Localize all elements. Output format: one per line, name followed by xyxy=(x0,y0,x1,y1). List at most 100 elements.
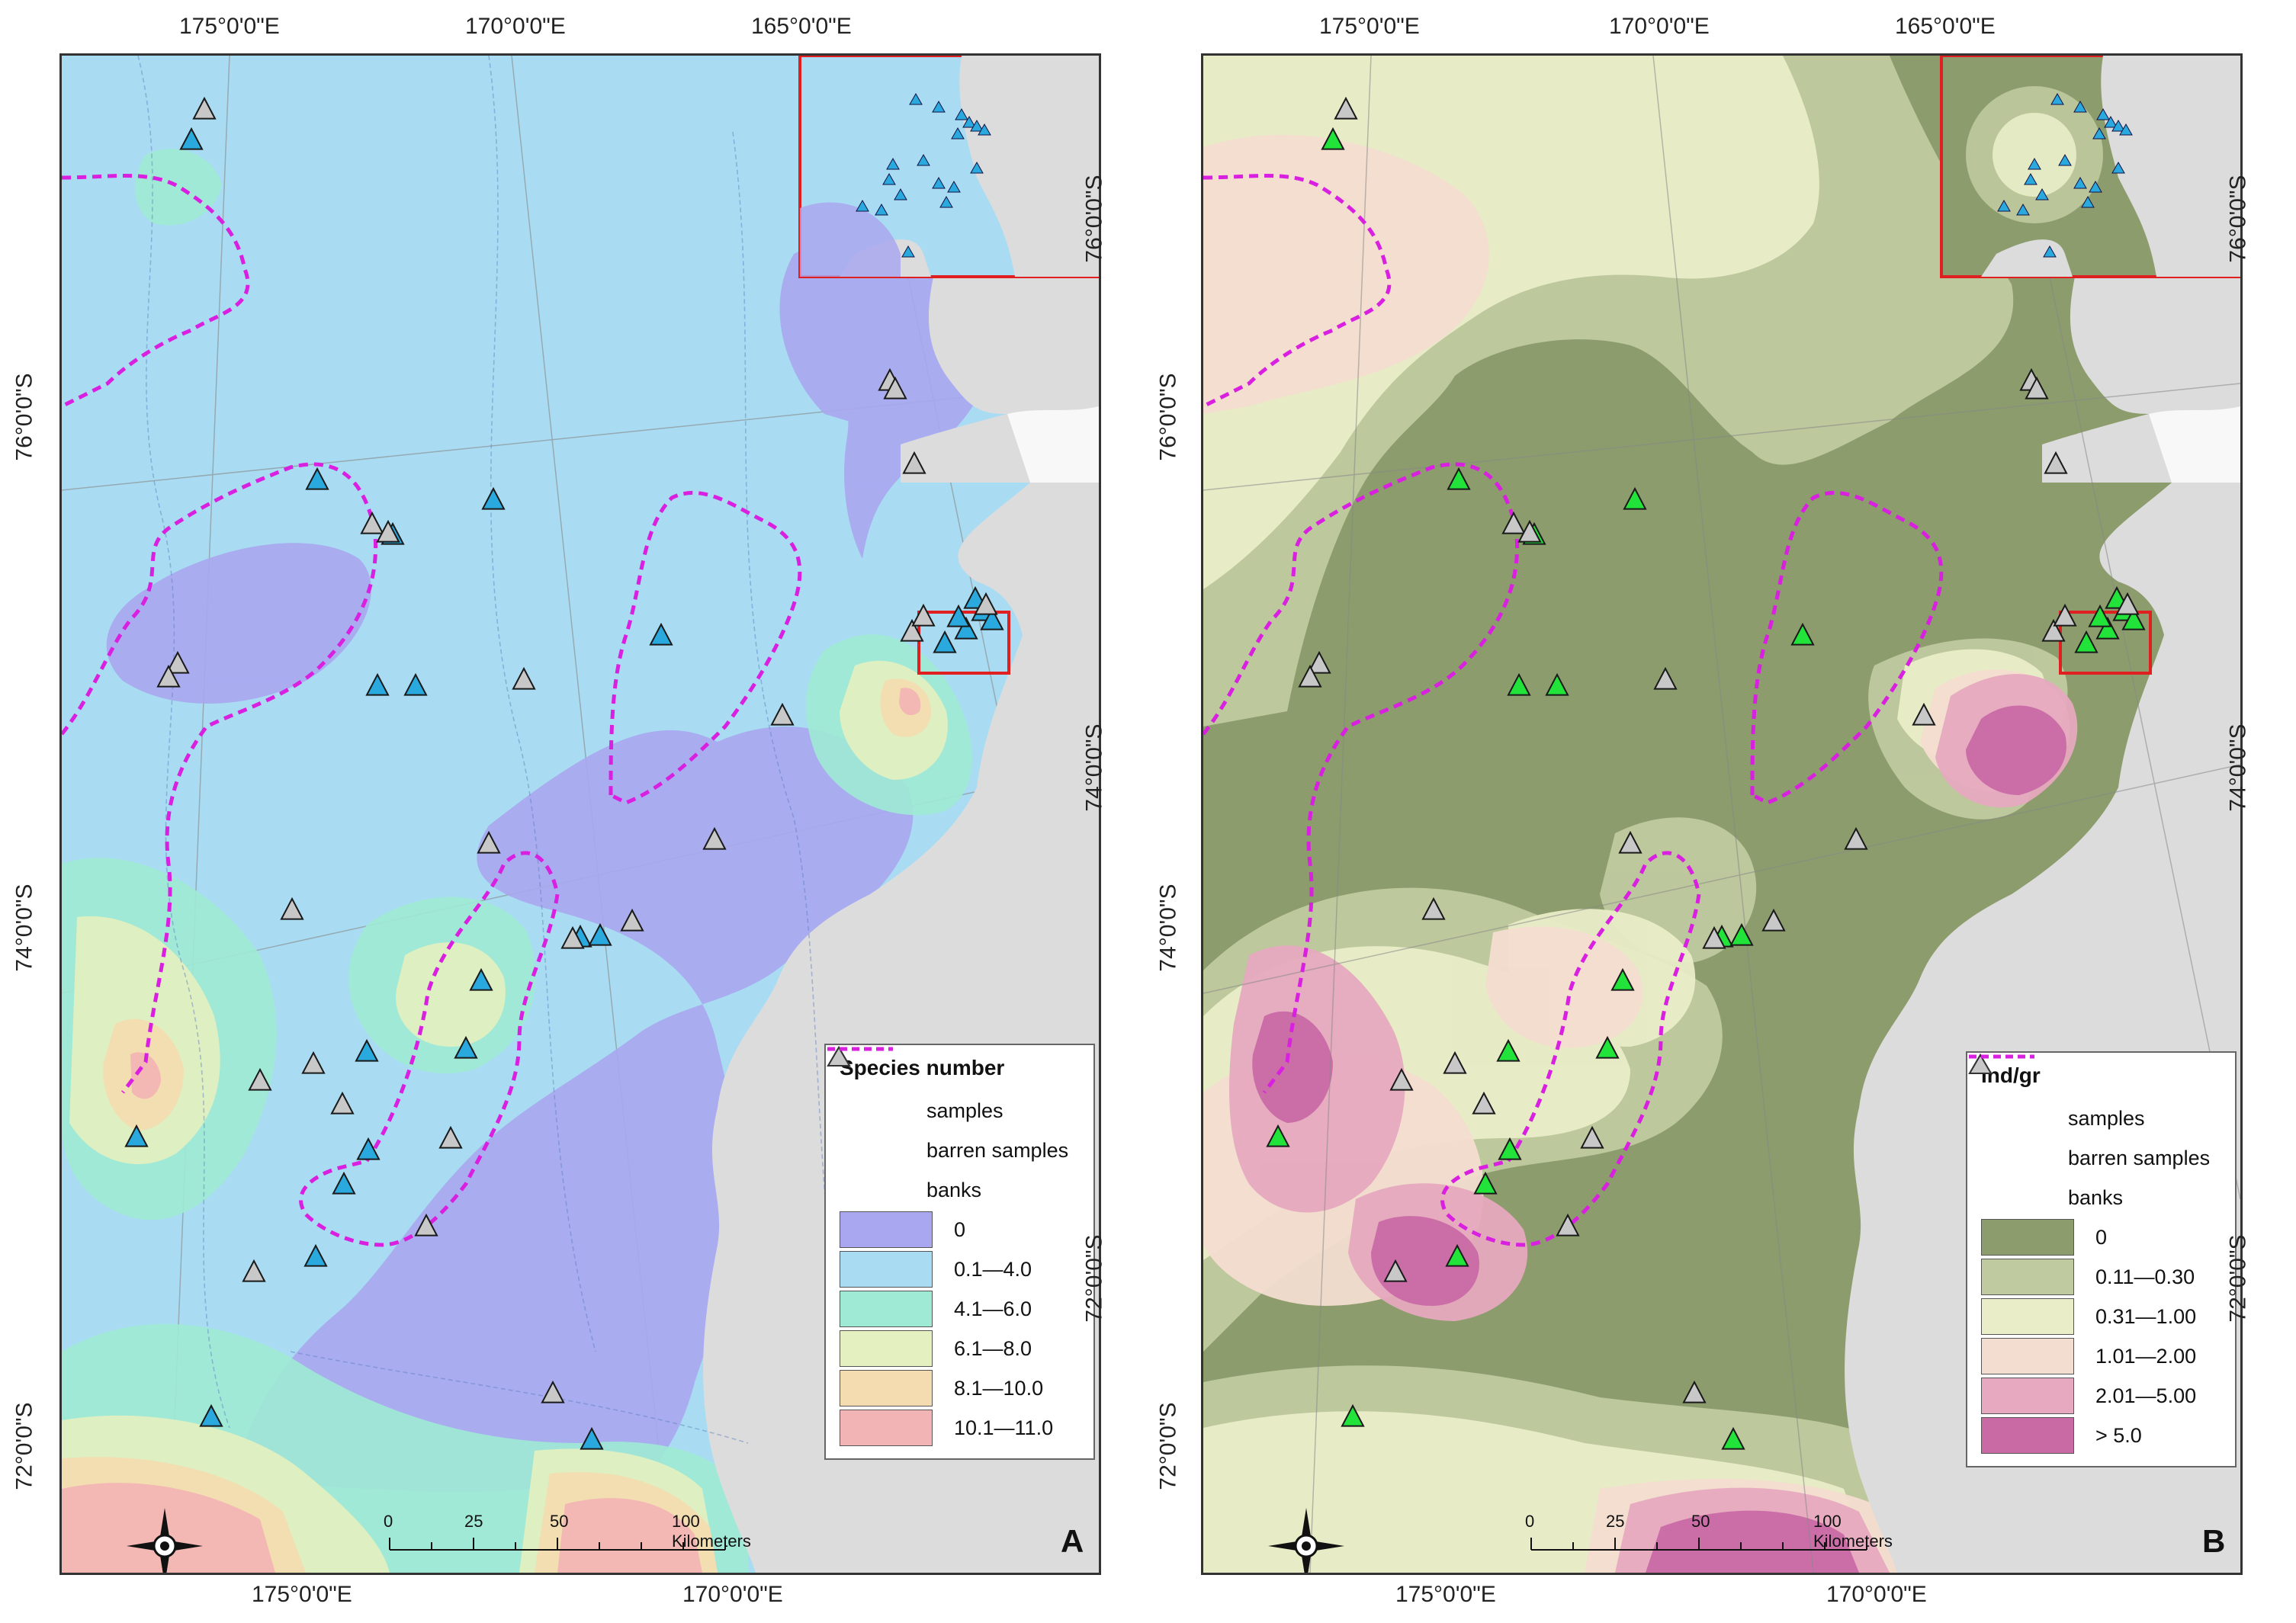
legend-b: Ind/gr samples barren samples banks 0 0.1… xyxy=(1966,1051,2237,1467)
inset-samples xyxy=(856,92,991,258)
lon-label-170-a: 170°0'0"E xyxy=(465,14,566,39)
lat-label-72-right: 72°0'0"S xyxy=(2225,1234,2251,1323)
legend-title: Species number xyxy=(840,1056,1005,1079)
inset-map-a xyxy=(798,56,1099,675)
lon-label-170-b: 170°0'0"E xyxy=(1609,14,1710,39)
legend-a: Species number samples barren samples ba… xyxy=(824,1044,1095,1460)
sample-triangle xyxy=(1729,922,1754,946)
legend-samples-label: samples xyxy=(2068,1106,2145,1130)
sample-triangle xyxy=(1610,967,1635,991)
legend-barren-label: barren samples xyxy=(926,1138,1069,1162)
lat-label-76-midleft: 76°0'0"S xyxy=(1155,373,1181,461)
legend-barren: barren samples xyxy=(827,1046,1080,1170)
sample-triangle xyxy=(179,127,204,150)
sample-triangle xyxy=(355,1038,379,1062)
legend-swatch xyxy=(1981,1259,2074,1295)
barren-triangle xyxy=(702,826,727,850)
barren-triangle xyxy=(911,603,936,627)
sample-triangle xyxy=(980,607,1004,630)
legend-class-label: 0.11—0.30 xyxy=(2095,1265,2195,1288)
sample-triangle xyxy=(588,922,612,946)
barren-triangle xyxy=(1421,896,1446,920)
barren-triangle xyxy=(1682,1380,1707,1403)
barren-triangle xyxy=(156,664,181,688)
barren-triangle xyxy=(280,896,304,920)
barren-triangle xyxy=(2025,376,2049,399)
sample-triangle xyxy=(1341,1403,1365,1427)
barren-triangle xyxy=(1298,664,1322,688)
barren-triangle xyxy=(330,1091,355,1115)
lat-label-74-midleft: 74°0'0"S xyxy=(1155,884,1181,972)
barren-triangle xyxy=(620,908,644,932)
lon-label-165-b: 165°0'0"E xyxy=(1895,14,1996,39)
legend-swatch xyxy=(1981,1298,2074,1335)
legend-class-row: 4.1—6.0 xyxy=(840,1289,1080,1329)
barren-triangle xyxy=(2115,592,2140,615)
legend-samples-label: samples xyxy=(926,1099,1003,1122)
lon-label-165-a: 165°0'0"E xyxy=(751,14,852,39)
barren-triangle xyxy=(560,925,585,949)
legend-swatch xyxy=(840,1410,933,1446)
lon-label-bottom-170-b: 170°0'0"E xyxy=(1826,1582,1927,1607)
lat-label-72-left: 72°0'0"S xyxy=(11,1402,37,1490)
barren-triangle xyxy=(1580,1125,1604,1149)
sample-triangle xyxy=(1545,672,1569,696)
legend-barren-label: barren samples xyxy=(2068,1146,2211,1169)
sample-triangle xyxy=(199,1403,223,1427)
barren-triangle xyxy=(2053,603,2077,627)
sample-triangle xyxy=(469,967,493,991)
legend-classes: 0 0.11—0.30 0.31—1.00 1.01—2.00 2.01—5.00 > 5… xyxy=(1981,1217,2221,1455)
barren-triangle xyxy=(974,592,998,615)
bank-outlines xyxy=(1203,174,1944,1247)
legend-class-row: 0.1—4.0 xyxy=(840,1249,1080,1289)
barren-triangle xyxy=(1383,1259,1408,1282)
sample-triangle xyxy=(481,486,506,510)
inset-samples xyxy=(1997,92,2133,258)
sample-triangle xyxy=(649,622,673,646)
barren-triangle xyxy=(1761,908,1786,932)
lon-label-175-a: 175°0'0"E xyxy=(179,14,280,39)
sample-triangle xyxy=(2074,630,2099,653)
sample-triangle xyxy=(1496,1038,1520,1062)
sample-triangle xyxy=(356,1137,381,1160)
sample-triangle xyxy=(1498,1137,1522,1160)
sample-triangle xyxy=(365,672,390,696)
barren-triangle xyxy=(770,702,795,726)
sample-triangle xyxy=(1721,1426,1745,1450)
sample-triangle xyxy=(1447,467,1471,490)
sample-triangle xyxy=(1473,1171,1498,1195)
sample-triangle xyxy=(305,467,329,490)
legend-samples: samples xyxy=(827,1046,1080,1131)
sample-triangle xyxy=(1595,1035,1620,1059)
legend-banks: banks xyxy=(1969,1054,2221,1217)
legend-class-row: 6.1—8.0 xyxy=(840,1329,1080,1368)
sample-triangle xyxy=(946,604,971,627)
lon-label-bottom-170-a: 170°0'0"E xyxy=(682,1582,783,1607)
lat-label-74-left: 74°0'0"S xyxy=(11,884,37,972)
legend-class-row: 0.11—0.30 xyxy=(1981,1257,2221,1297)
sample-triangle xyxy=(933,630,957,653)
sample-triangle xyxy=(2095,616,2120,640)
barren-triangle xyxy=(301,1050,326,1074)
barren-triangle xyxy=(1389,1067,1414,1091)
lat-label-76-mid: 76°0'0"S xyxy=(1081,175,1107,263)
legend-title: Ind/gr xyxy=(1981,1063,2041,1087)
legend-class-label: 8.1—10.0 xyxy=(954,1376,1044,1400)
lon-label-bottom-175-b: 175°0'0"E xyxy=(1395,1582,1496,1607)
scale-50: 50 xyxy=(550,1512,569,1531)
legend-swatch xyxy=(1981,1338,2074,1374)
barren-triangle xyxy=(376,519,400,543)
scale-25: 25 xyxy=(464,1512,483,1531)
legend-class-row: 10.1—11.0 xyxy=(840,1408,1080,1448)
sample-triangle xyxy=(580,1426,604,1450)
barren-triangle xyxy=(2041,618,2066,642)
lat-label-72-midleft: 72°0'0"S xyxy=(1155,1402,1181,1490)
inset-map-b xyxy=(1940,56,2240,675)
barren-triangle xyxy=(541,1380,565,1403)
barren-triangle xyxy=(1307,650,1331,674)
barren-triangle xyxy=(438,1125,463,1149)
barren-triangle xyxy=(192,96,217,120)
legend-swatch xyxy=(840,1370,933,1406)
legend-class-row: > 5.0 xyxy=(1981,1416,2221,1455)
barren-triangle xyxy=(1844,826,1868,850)
